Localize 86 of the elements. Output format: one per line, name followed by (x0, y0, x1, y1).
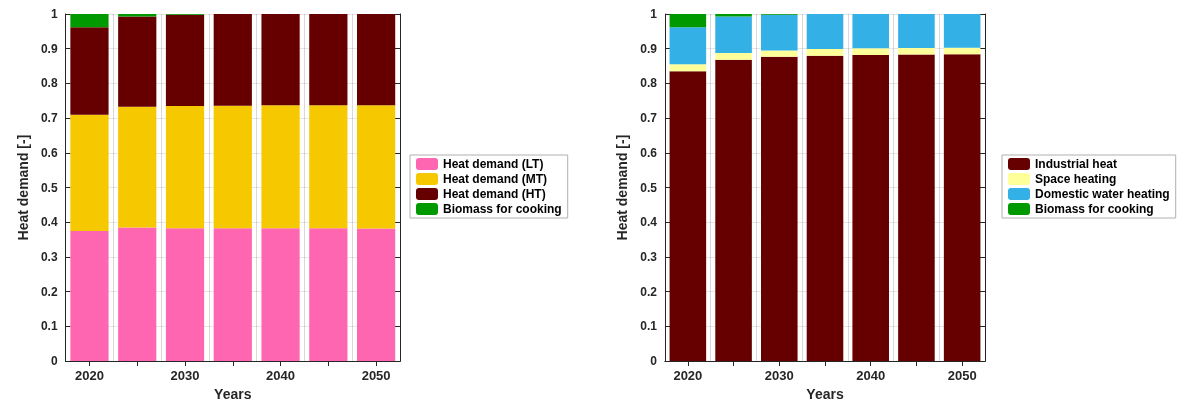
y-tick-label: 0.2 (640, 284, 658, 299)
bar (898, 54, 935, 362)
bar (261, 105, 300, 229)
x-tick-label: 2030 (764, 368, 794, 384)
bar (70, 230, 109, 362)
bar (357, 14, 396, 106)
bar (943, 54, 981, 362)
y-tick-label: 0.9 (640, 41, 658, 56)
bar (806, 49, 844, 56)
bar (165, 105, 205, 229)
y-tick-label: 0.5 (640, 180, 658, 195)
bar (357, 105, 396, 229)
y-tick-label: 0.4 (40, 215, 58, 230)
y-tick-label: 0.3 (40, 249, 58, 264)
bar (70, 27, 109, 115)
bar (943, 47, 981, 55)
y-tick-label: 0.6 (640, 145, 658, 160)
bar (213, 228, 252, 362)
bar (261, 14, 300, 106)
bar (806, 14, 844, 50)
bar (357, 228, 396, 362)
y-tick-label: 0.3 (640, 249, 658, 264)
y-tick-label: 1 (50, 7, 58, 21)
bar (165, 228, 205, 362)
bar (669, 14, 707, 28)
bar (715, 59, 752, 362)
y-tick-label: 0 (50, 354, 58, 369)
bar (309, 105, 348, 229)
bar (715, 52, 752, 60)
x-tick-label: 2030 (170, 368, 200, 384)
bar (806, 55, 844, 362)
y-tick-label: 0.6 (40, 145, 58, 160)
x-tick-label: 2050 (947, 368, 977, 384)
y-tick-label: 0.2 (40, 284, 58, 299)
bar (213, 105, 252, 229)
y-axis-title: Heat demand [-] (614, 134, 631, 241)
legend-label: Heat demand (MT) (443, 172, 548, 186)
x-tick-label: 2050 (361, 368, 391, 384)
bar (761, 14, 798, 51)
y-tick-label: 0.5 (40, 180, 58, 195)
y-tick-label: 0.7 (640, 111, 658, 126)
x-axis-title: Years (214, 386, 252, 402)
y-tick-label: 0.7 (40, 111, 58, 126)
bar (943, 14, 981, 48)
bar (309, 228, 348, 362)
bar (669, 27, 707, 65)
bar (715, 16, 752, 53)
y-axis-title: Heat demand [-] (15, 134, 31, 241)
y-tick-label: 0.4 (640, 215, 658, 230)
bar (118, 106, 157, 228)
x-tick-label: 2020 (673, 368, 703, 384)
x-axis-title: Years (806, 386, 844, 402)
bar (165, 14, 205, 106)
legend-label: Domestic water heating (1035, 187, 1170, 201)
y-tick-label: 0.8 (640, 76, 658, 91)
bar (309, 14, 348, 106)
x-tick-label: 2020 (75, 368, 104, 384)
bar (213, 14, 252, 106)
bar (70, 114, 109, 231)
bar (761, 50, 798, 57)
legend-label: Heat demand (LT) (443, 157, 544, 171)
bar (852, 48, 889, 55)
bar (898, 48, 935, 55)
bar (898, 14, 935, 49)
y-tick-label: 0.9 (40, 41, 58, 56)
x-tick-label: 2040 (266, 368, 296, 384)
legend-label: Biomass for cooking (443, 202, 562, 216)
legend-label: Industrial heat (1035, 157, 1118, 171)
bar (118, 227, 157, 362)
y-tick-label: 0 (650, 354, 658, 369)
y-tick-label: 0.1 (640, 319, 658, 334)
bar (669, 71, 707, 362)
legend-label: Space heating (1035, 172, 1117, 186)
y-tick-label: 1 (650, 7, 658, 21)
y-tick-label: 0.8 (40, 76, 58, 91)
y-tick-label: 0.1 (40, 319, 58, 334)
bar (669, 64, 707, 72)
bar (118, 16, 157, 107)
legend-label: Heat demand (HT) (443, 187, 546, 201)
legend-label: Biomass for cooking (1035, 202, 1154, 216)
x-tick-label: 2040 (856, 368, 886, 384)
bar (761, 56, 798, 362)
bar (852, 14, 889, 49)
bar (852, 54, 889, 362)
bar (70, 14, 109, 28)
bar (261, 228, 300, 362)
